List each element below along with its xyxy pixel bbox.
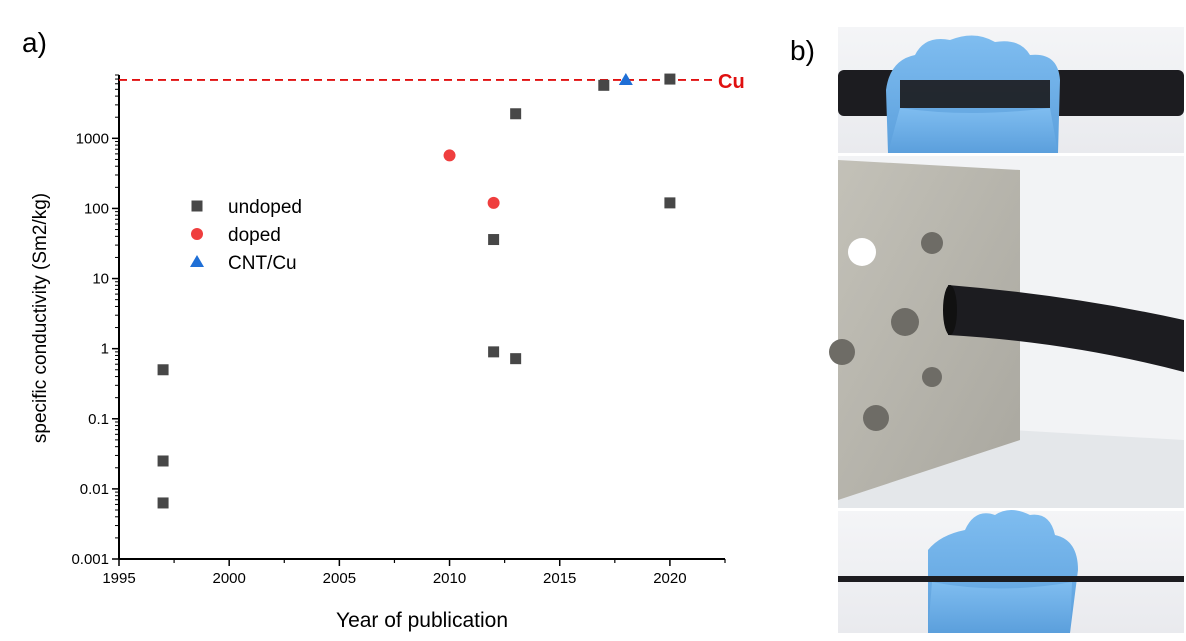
- legend-label: doped: [228, 225, 281, 246]
- photo-cable-through-block: [829, 156, 1184, 508]
- y-axis-label: specific conductivity (Sm2/kg): [30, 193, 51, 443]
- data-point-cnt-cu: [618, 72, 633, 85]
- data-point-undoped: [510, 353, 522, 365]
- legend-marker: [191, 200, 203, 212]
- data-point-undoped: [664, 73, 676, 85]
- data-point-doped: [487, 196, 500, 209]
- y-tick-label: 0.1: [88, 411, 109, 428]
- data-point-undoped: [157, 364, 169, 376]
- x-tick-label: 2015: [543, 570, 576, 587]
- legend-marker: [191, 228, 203, 240]
- data-point-undoped: [664, 197, 676, 209]
- photo-panel: [829, 27, 1184, 633]
- photo-thin-cable-hand: [838, 510, 1184, 633]
- data-marks: [157, 72, 676, 509]
- data-point-undoped: [157, 455, 169, 467]
- legend-marker: [190, 255, 204, 267]
- legend: undoped doped CNT/Cu: [190, 197, 302, 274]
- scatter-chart: 1995 2000 2005 2010 2015 2020 0.001 0.01 0.1 1 10 1…: [30, 71, 745, 632]
- legend-label: CNT/Cu: [228, 253, 297, 274]
- y-tick-label: 0.01: [80, 481, 109, 498]
- data-point-undoped: [488, 346, 500, 358]
- data-point-undoped: [510, 108, 522, 120]
- x-tick-label: 2020: [653, 570, 686, 587]
- x-tick-label: 2005: [323, 570, 356, 587]
- y-tick-label: 1: [101, 341, 109, 358]
- data-point-undoped: [157, 497, 169, 509]
- cu-reference-label: Cu: [718, 71, 745, 93]
- x-tick-label: 1995: [102, 570, 135, 587]
- data-point-undoped: [598, 79, 610, 91]
- axes: 1995 2000 2005 2010 2015 2020 0.001 0.01 0.1 1 10 1…: [71, 71, 744, 587]
- data-point-doped: [443, 149, 456, 162]
- x-axis-label: Year of publication: [336, 609, 508, 632]
- y-tick-label: 0.001: [71, 551, 109, 568]
- data-point-undoped: [488, 234, 500, 246]
- legend-label: undoped: [228, 197, 302, 218]
- panel-label-b: b): [790, 35, 815, 66]
- y-tick-label: 100: [84, 200, 109, 217]
- photo-thick-cable-hand: [838, 27, 1184, 153]
- x-tick-label: 2000: [212, 570, 245, 587]
- x-tick-label: 2010: [433, 570, 466, 587]
- y-tick-label: 10: [92, 271, 109, 288]
- panel-label-a: a): [22, 27, 47, 58]
- y-tick-label: 1000: [76, 130, 109, 147]
